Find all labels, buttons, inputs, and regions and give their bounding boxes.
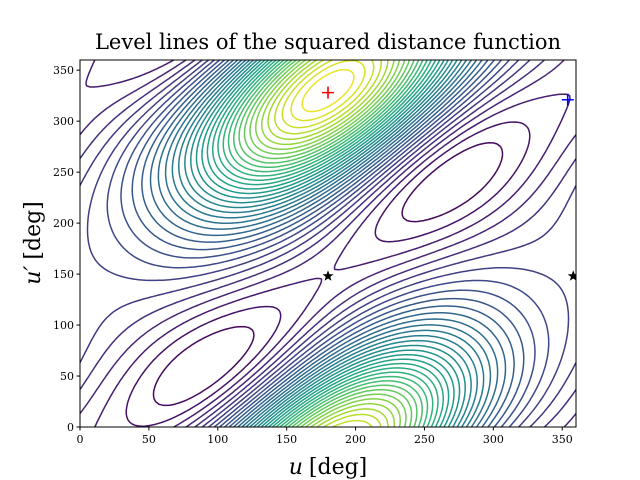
minimum-1-star-marker [322, 270, 334, 281]
x-tick-label: 350 [552, 433, 573, 446]
contour-level-29 [249, 60, 407, 427]
x-tick-label: 300 [483, 433, 504, 446]
x-axis-label: u [deg] [289, 455, 368, 480]
x-tick-label: 250 [414, 433, 435, 446]
y-tick-label: 200 [53, 217, 74, 230]
contour-level-5 [80, 60, 576, 427]
secondary-point-plus-marker [561, 93, 574, 106]
contour-level-26 [233, 60, 423, 427]
x-tick-label: 150 [276, 433, 297, 446]
contour-level-30 [255, 60, 401, 427]
y-tick-label: 250 [53, 166, 74, 179]
contour-level-11 [141, 60, 515, 427]
contour-lines [80, 60, 576, 427]
y-tick-label: 300 [53, 115, 74, 128]
plot-frame [79, 59, 577, 428]
contour-level-18 [190, 60, 466, 427]
contour-level-17 [184, 60, 472, 427]
x-tick-label: 50 [142, 433, 156, 446]
contour-level-34 [281, 60, 375, 427]
y-tick-label: 50 [60, 370, 74, 383]
contour-level-25 [227, 60, 429, 427]
y-tick-label: 100 [53, 319, 74, 332]
y-tick-label: 0 [67, 421, 74, 434]
y-axis-ticks: 0 50 100 150 200 250 300 350 [53, 64, 80, 434]
contour-level-15 [171, 60, 485, 427]
contour-level-3 [85, 60, 571, 427]
contour-level-2 [125, 121, 531, 427]
y-tick-label: 150 [53, 268, 74, 281]
contour-level-27 [238, 60, 418, 427]
x-tick-label: 100 [207, 433, 228, 446]
contour-level-8 [106, 60, 550, 427]
x-axis-ticks: 0 50 100 150 200 250 300 350 [77, 427, 573, 446]
minimum-2-star-marker [567, 270, 576, 281]
chart-title: Level lines of the squared distance func… [95, 30, 561, 54]
contour-level-1 [152, 141, 504, 407]
contour-level-24 [222, 60, 434, 427]
y-tick-label: 350 [53, 64, 74, 77]
contour-level-19 [195, 60, 461, 427]
contour-level-14 [164, 60, 492, 427]
contour-level-7 [86, 60, 570, 427]
contour-level-36 [301, 68, 355, 113]
contour-level-31 [260, 60, 396, 427]
contour-level-35 [290, 60, 366, 122]
y-axis-label: u′[deg] [21, 201, 46, 285]
markers [322, 86, 576, 281]
x-tick-label: 0 [77, 433, 84, 446]
x-tick-label: 200 [345, 433, 366, 446]
maximum-plus-marker [322, 86, 334, 99]
contour-level-6 [80, 60, 576, 427]
contour-level-16 [178, 60, 478, 427]
contour-level-12 [149, 60, 507, 427]
contour-level-9 [120, 60, 536, 427]
